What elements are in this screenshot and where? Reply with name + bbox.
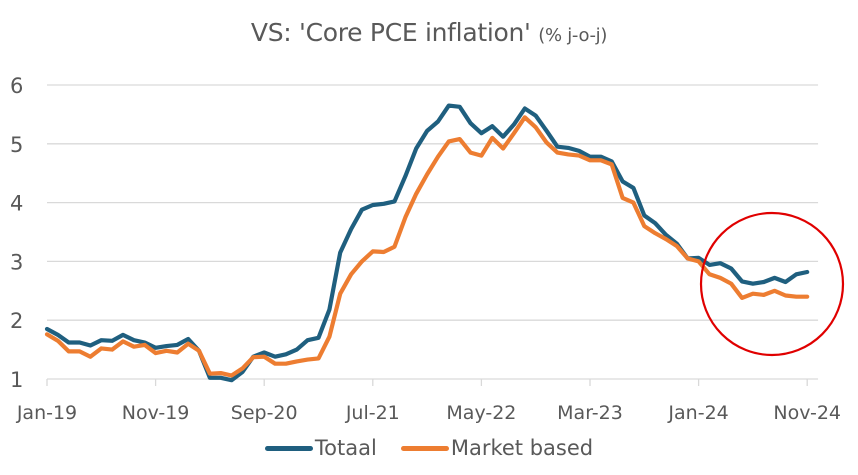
y-tick-label: 3 (10, 250, 23, 274)
y-tick-label: 1 (10, 368, 23, 392)
legend-swatch-totaal (264, 445, 313, 451)
chart-title-subtitle: (% j-o-j) (538, 25, 608, 46)
gridlines (47, 84, 819, 321)
highlight-circle (699, 211, 845, 357)
y-axis-ticks: 1 2 3 4 5 6 (10, 74, 23, 392)
legend-label-totaal: Totaal (314, 436, 377, 460)
series-line-totaal (44, 103, 810, 383)
legend-item-totaal: Totaal (264, 436, 377, 460)
legend-item-market-based: Market based (400, 436, 594, 460)
y-tick-label: 2 (10, 309, 23, 333)
x-tick-label: Jan-19 (16, 402, 77, 424)
y-tick-label: 4 (10, 192, 23, 216)
chart-title: VS: 'Core PCE inflation' (% j-o-j) (0, 18, 858, 47)
x-tick-label: Jan-24 (667, 402, 728, 424)
x-axis: Jan-19 Nov-19 Sep-20 Jul-21 May-22 Mar-23 Jan-… (16, 378, 841, 424)
legend: Totaal Market based (0, 436, 858, 460)
chart-title-main: VS: 'Core PCE inflation' (250, 18, 531, 47)
x-tick-label: Sep-20 (231, 402, 298, 424)
x-tick-label: Mar-23 (557, 402, 623, 424)
x-tick-label: Nov-24 (773, 402, 841, 424)
series-line-market-based (44, 115, 810, 378)
x-tick-label: May-22 (446, 402, 516, 424)
y-tick-label: 6 (10, 74, 23, 98)
y-tick-label: 5 (10, 133, 23, 157)
legend-label-market-based: Market based (450, 436, 594, 460)
annotations (699, 211, 845, 357)
series-lines (44, 103, 810, 383)
x-tick-label: Nov-19 (122, 402, 190, 424)
legend-swatch-market-based (400, 445, 449, 451)
x-tick-label: Jul-21 (345, 402, 400, 424)
